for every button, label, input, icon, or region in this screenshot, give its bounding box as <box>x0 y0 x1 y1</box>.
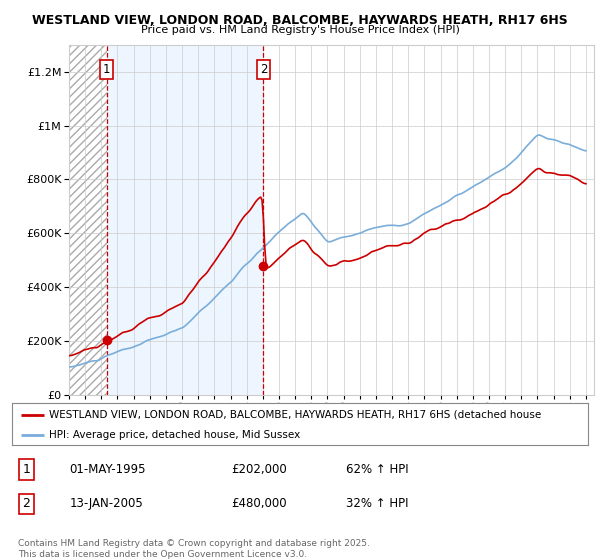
Text: 01-MAY-1995: 01-MAY-1995 <box>70 463 146 476</box>
Text: HPI: Average price, detached house, Mid Sussex: HPI: Average price, detached house, Mid … <box>49 430 301 440</box>
Bar <box>69 45 107 395</box>
Text: 2: 2 <box>260 63 267 76</box>
Bar <box>107 45 263 395</box>
Text: 62% ↑ HPI: 62% ↑ HPI <box>346 463 409 476</box>
Text: 13-JAN-2005: 13-JAN-2005 <box>70 497 143 510</box>
Text: WESTLAND VIEW, LONDON ROAD, BALCOMBE, HAYWARDS HEATH, RH17 6HS (detached house: WESTLAND VIEW, LONDON ROAD, BALCOMBE, HA… <box>49 410 542 420</box>
Text: 32% ↑ HPI: 32% ↑ HPI <box>346 497 409 510</box>
Text: £202,000: £202,000 <box>231 463 287 476</box>
Text: Contains HM Land Registry data © Crown copyright and database right 2025.
This d: Contains HM Land Registry data © Crown c… <box>18 539 370 559</box>
Text: WESTLAND VIEW, LONDON ROAD, BALCOMBE, HAYWARDS HEATH, RH17 6HS: WESTLAND VIEW, LONDON ROAD, BALCOMBE, HA… <box>32 14 568 27</box>
Text: Price paid vs. HM Land Registry's House Price Index (HPI): Price paid vs. HM Land Registry's House … <box>140 25 460 35</box>
Text: 1: 1 <box>103 63 110 76</box>
Text: £480,000: £480,000 <box>231 497 287 510</box>
Text: 1: 1 <box>22 463 31 476</box>
Text: 2: 2 <box>22 497 31 510</box>
